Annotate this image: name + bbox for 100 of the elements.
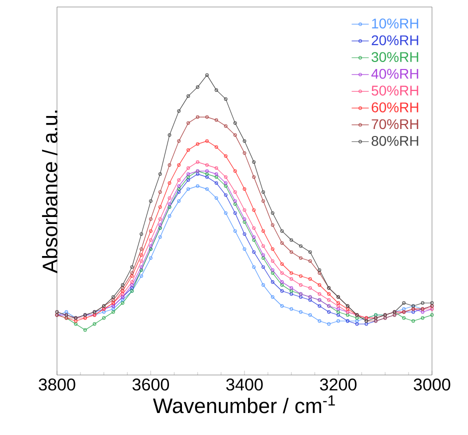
point <box>280 280 284 284</box>
point <box>262 283 265 287</box>
point <box>149 256 152 260</box>
point <box>186 178 190 182</box>
point <box>336 301 340 305</box>
point <box>420 316 424 320</box>
point <box>402 301 406 305</box>
point <box>252 250 256 254</box>
point <box>233 199 237 203</box>
point <box>290 271 294 275</box>
point <box>196 172 200 176</box>
point <box>299 295 302 299</box>
point <box>186 166 190 170</box>
legend-label: 60%RH <box>372 102 418 112</box>
point <box>308 250 312 254</box>
point <box>252 226 256 230</box>
point <box>290 307 294 311</box>
point <box>149 244 152 248</box>
point <box>420 310 424 314</box>
point <box>280 271 284 275</box>
point <box>242 217 246 221</box>
point <box>205 73 209 77</box>
legend-label: 20%RH <box>372 35 418 46</box>
point <box>299 310 302 314</box>
point <box>308 298 312 302</box>
point <box>120 301 124 305</box>
point <box>112 295 115 299</box>
point <box>233 190 237 194</box>
point <box>205 139 209 143</box>
point <box>299 283 302 287</box>
point <box>270 211 274 215</box>
point <box>149 217 152 221</box>
point <box>102 310 106 314</box>
point <box>242 232 246 236</box>
point <box>402 316 406 320</box>
point <box>336 304 340 308</box>
point <box>308 286 312 290</box>
point <box>327 298 331 302</box>
point <box>168 196 172 200</box>
point <box>270 223 274 227</box>
point <box>299 274 302 278</box>
point <box>149 199 152 203</box>
point <box>262 253 265 257</box>
point <box>290 250 294 254</box>
point <box>318 304 322 308</box>
legend-label: 40%RH <box>371 68 418 79</box>
point <box>252 160 256 164</box>
point <box>102 316 106 320</box>
point <box>158 217 162 221</box>
point <box>318 268 322 272</box>
point <box>158 223 162 227</box>
point <box>214 181 218 185</box>
point <box>327 322 331 326</box>
point <box>140 259 144 263</box>
point <box>280 241 284 245</box>
point <box>280 229 284 233</box>
point <box>186 187 190 191</box>
point <box>242 208 246 212</box>
point <box>290 292 294 296</box>
point <box>186 172 190 176</box>
point <box>262 265 265 269</box>
point <box>214 172 218 176</box>
point <box>130 274 134 278</box>
point <box>130 283 134 287</box>
point <box>177 190 181 194</box>
point <box>233 121 237 125</box>
point <box>224 97 228 101</box>
point <box>196 142 200 146</box>
point <box>177 184 181 188</box>
point <box>177 163 181 167</box>
point <box>262 244 265 248</box>
point <box>290 286 294 290</box>
point <box>412 310 415 314</box>
point <box>224 184 228 188</box>
point <box>290 277 294 281</box>
point <box>252 238 256 242</box>
x-tick-label: 3200 <box>320 378 356 391</box>
point <box>214 196 218 200</box>
point <box>299 244 302 248</box>
point <box>308 259 312 263</box>
point <box>224 175 228 179</box>
point <box>242 220 246 224</box>
legend-label: 50%RH <box>372 86 418 96</box>
point <box>140 253 144 257</box>
point <box>299 256 302 260</box>
point <box>205 169 209 173</box>
point <box>233 169 237 173</box>
legend-label: 10%RH <box>372 18 418 28</box>
point <box>177 109 181 113</box>
point <box>130 265 134 269</box>
point <box>140 274 144 278</box>
point <box>74 319 78 323</box>
point <box>120 289 124 293</box>
x-tick-label: 3600 <box>132 378 169 391</box>
point <box>402 307 406 311</box>
point <box>270 268 274 272</box>
point <box>120 298 124 302</box>
point <box>355 322 359 326</box>
point <box>252 175 256 179</box>
point <box>262 199 265 203</box>
